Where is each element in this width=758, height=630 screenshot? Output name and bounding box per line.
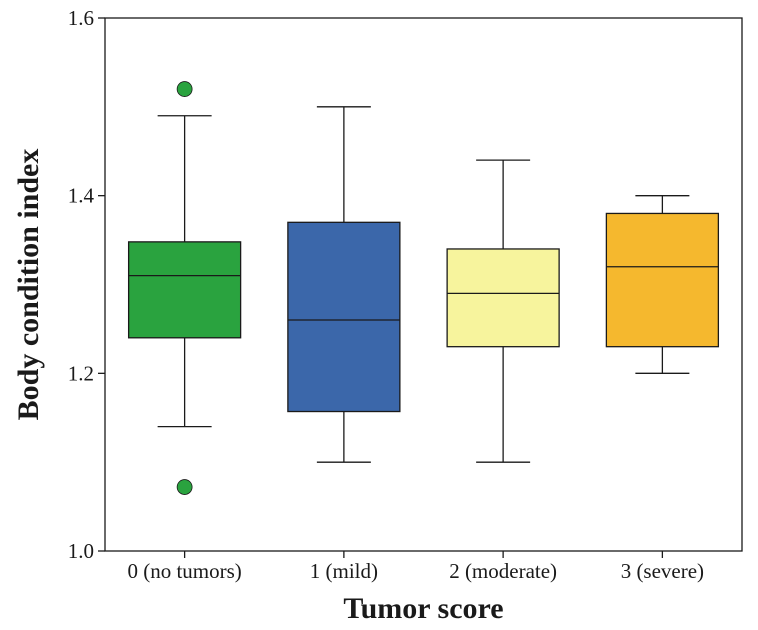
x-axis: 0 (no tumors) 1 (mild) 2 (moderate) 3 (seve…: [127, 551, 704, 583]
y-tick-label: 1.2: [68, 361, 94, 385]
y-axis: 1.0 1.2 1.4 1.6: [68, 6, 105, 563]
plot-area: [104, 17, 743, 552]
x-tick-label: 1 (mild): [310, 559, 378, 583]
x-axis-title: Tumor score: [343, 592, 503, 625]
box-group: [446, 159, 560, 463]
x-tick-label: 2 (moderate): [449, 559, 557, 583]
iqr-box: [446, 248, 560, 348]
x-tick-label: 0 (no tumors): [127, 559, 241, 583]
plot-frame: [104, 17, 743, 552]
y-tick-label: 1.4: [68, 184, 95, 208]
box-group: [287, 106, 401, 463]
outlier-point: [176, 81, 193, 97]
x-tick-label: 3 (severe): [621, 559, 704, 583]
boxes: [127, 81, 720, 495]
y-tick-label: 1.6: [68, 6, 94, 30]
box-group: [127, 81, 242, 495]
iqr-box: [605, 212, 720, 348]
iqr-box: [127, 241, 242, 339]
box-group: [605, 195, 720, 374]
outlier-point: [176, 479, 193, 495]
y-tick-label: 1.0: [68, 539, 94, 563]
iqr-box: [287, 221, 401, 413]
y-axis-title: Body condition index: [12, 149, 45, 421]
